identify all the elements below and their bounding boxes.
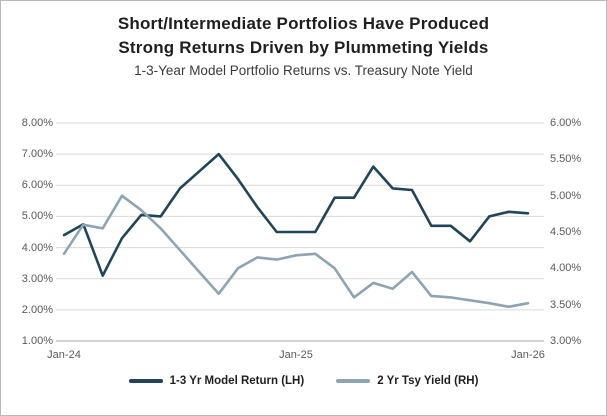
chart-subtitle: 1-3-Year Model Portfolio Returns vs. Tre…: [134, 62, 473, 78]
right-axis-tick-label: 5.50%: [550, 153, 582, 166]
left-axis-tick-label: 4.00%: [21, 241, 53, 254]
legend-label-model-return: 1-3 Yr Model Return (LH): [169, 375, 305, 387]
right-axis-tick-label: 5.00%: [550, 189, 582, 202]
model-return-line: [62, 152, 530, 277]
right-axis-tick-label: 4.50%: [550, 226, 582, 238]
right-axis-tick-label: 3.00%: [550, 335, 582, 347]
chart-title-line-1: Short/Intermediate Portfolios Have Produ…: [117, 14, 490, 33]
left-axis-tick-label: 2.00%: [21, 303, 53, 316]
x-axis-tick-label: Jan-26: [511, 349, 545, 361]
left-axis-tick-label: 8.00%: [21, 117, 53, 129]
left-axis-tick-label: 5.00%: [21, 210, 53, 223]
tsy-yield-line: [62, 194, 530, 309]
legend: 1-3 Yr Model Return (LH) 2 Yr Tsy Yield …: [1, 375, 606, 387]
legend-item-model-return: 1-3 Yr Model Return (LH): [128, 375, 305, 387]
legend-label-tsy-yield: 2 Yr Tsy Yield (RH): [377, 375, 479, 387]
model-return-line-icon: [128, 379, 163, 383]
chart-header: Short/Intermediate Portfolios Have Produ…: [1, 12, 606, 78]
right-axis-tick-label: 4.00%: [550, 262, 582, 275]
x-axis-tick-label: Jan-25: [279, 349, 313, 361]
tsy-yield-line-icon: [336, 379, 371, 383]
chart-title-line-2: Strong Returns Driven by Plummeting Yiel…: [118, 37, 489, 57]
left-axis-tick-label: 1.00%: [21, 335, 53, 347]
right-axis-tick-label: 3.50%: [550, 298, 582, 311]
left-axis-tick-label: 7.00%: [21, 148, 53, 161]
right-axis-tick-label: 6.00%: [550, 117, 582, 129]
legend-item-tsy-yield: 2 Yr Tsy Yield (RH): [336, 375, 478, 387]
left-axis-tick-label: 3.00%: [21, 272, 53, 285]
x-axis-tick-label: Jan-24: [47, 349, 81, 361]
left-axis-tick-label: 6.00%: [21, 179, 53, 192]
